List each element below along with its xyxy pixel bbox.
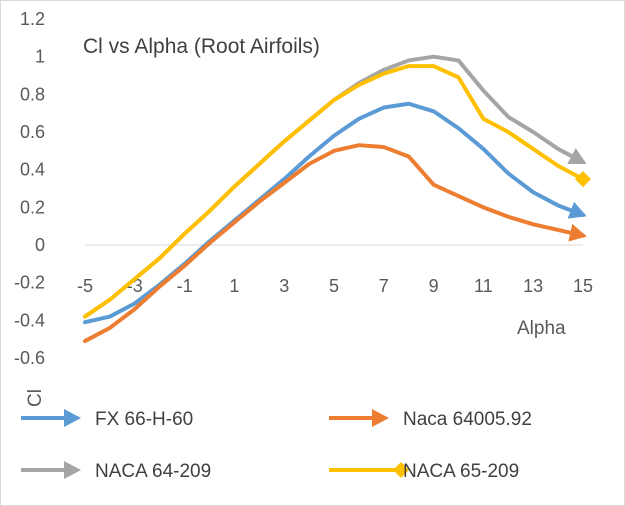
y-tick-label: 1.2 — [20, 9, 45, 29]
legend-label: FX 66-H-60 — [95, 409, 193, 430]
y-tick-label: -0.6 — [14, 348, 45, 368]
x-tick-label: 13 — [523, 276, 543, 296]
legend: FX 66-H-60 Naca 64005.92 NACA 64-209 NACA 6… — [21, 409, 532, 482]
y-tick-label: -0.2 — [14, 273, 45, 293]
legend-item: Naca 64005.92 — [329, 409, 532, 430]
legend-arrow — [64, 409, 81, 427]
series-end-marker — [575, 171, 591, 188]
legend-arrow — [372, 409, 389, 427]
x-axis-label: Alpha — [517, 318, 566, 339]
y-tick-label: -0.4 — [14, 310, 45, 330]
legend-arrow — [64, 461, 81, 479]
x-tick-label: 9 — [429, 276, 439, 296]
series-line-4 — [83, 64, 585, 319]
x-tick-label: 15 — [573, 276, 593, 296]
legend-label: Naca 64005.92 — [403, 409, 532, 430]
chart-title: Cl vs Alpha (Root Airfoils) — [83, 35, 320, 58]
x-tick-label: 3 — [279, 276, 289, 296]
legend-marker — [393, 462, 409, 478]
x-tick-label: -1 — [177, 276, 193, 296]
x-tick-label: 5 — [329, 276, 339, 296]
y-tick-label: 0.2 — [20, 197, 45, 217]
legend-item: NACA 64-209 — [21, 461, 211, 482]
series-lines — [83, 54, 591, 344]
x-tick-label: 11 — [474, 276, 493, 296]
x-tick-label: 1 — [229, 276, 239, 296]
series-line-2 — [83, 143, 585, 344]
legend-item: FX 66-H-60 — [21, 409, 193, 430]
legend-label: NACA 65-209 — [403, 461, 519, 482]
y-tick-label: 0.4 — [20, 160, 45, 180]
y-tick-label: 1 — [35, 47, 45, 67]
y-tick-label: 0 — [35, 235, 45, 255]
series-end-arrow — [567, 201, 587, 219]
x-tick-label: -5 — [77, 276, 93, 296]
y-axis-ticks: 1.2 1 0.8 0.6 0.4 0.2 0 -0.2 -0.4 -0.6 — [14, 9, 45, 368]
series-end-arrow — [567, 148, 587, 165]
y-tick-label: 0.6 — [20, 122, 45, 142]
legend-label: NACA 64-209 — [95, 461, 211, 482]
x-tick-label: 7 — [379, 276, 389, 296]
y-tick-label: 0.8 — [20, 84, 45, 104]
series-end-arrow — [568, 223, 587, 242]
y-axis-label: Cl — [25, 389, 46, 407]
legend-item: NACA 65-209 — [329, 461, 519, 482]
